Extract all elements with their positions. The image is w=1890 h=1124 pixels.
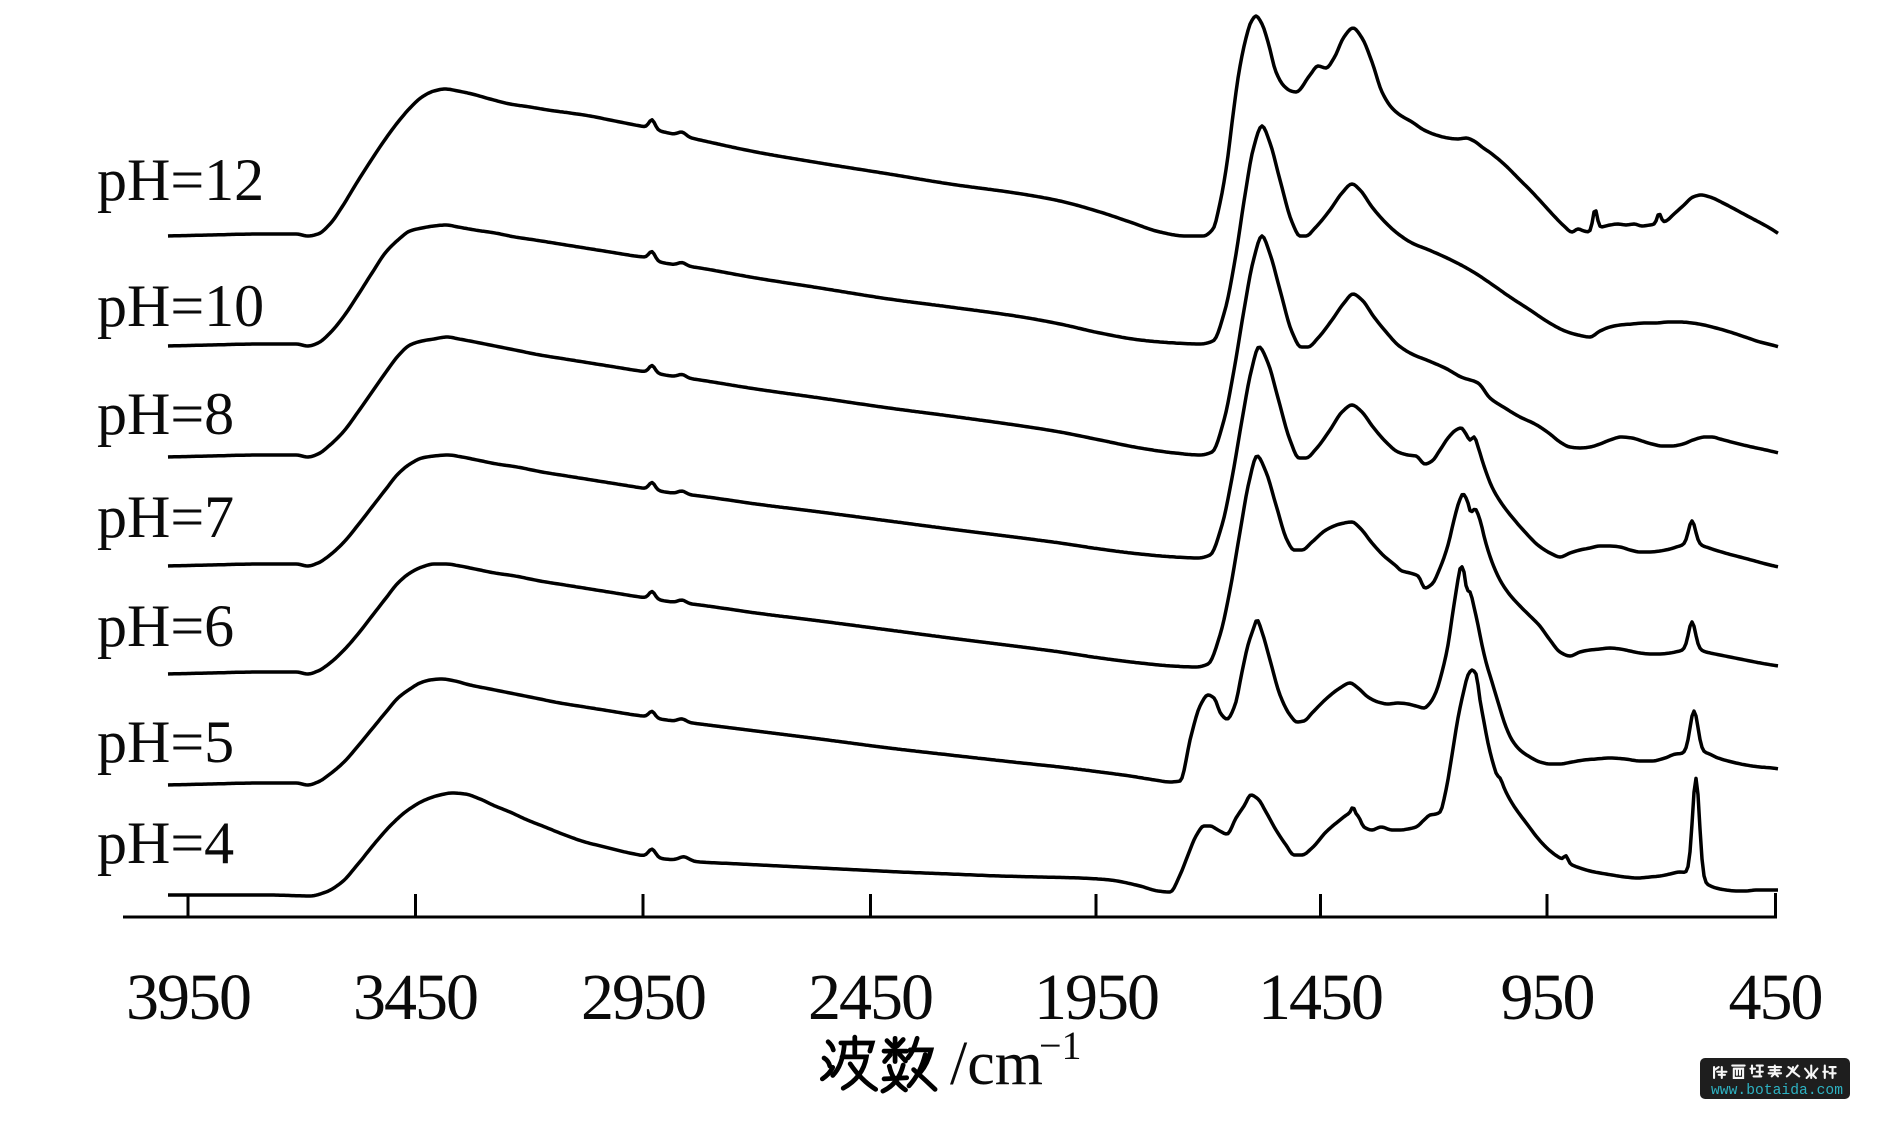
svg-text:450: 450 — [1729, 961, 1822, 1034]
svg-text:1450: 1450 — [1258, 961, 1382, 1034]
svg-text:2950: 2950 — [581, 961, 705, 1034]
svg-text:1950: 1950 — [1034, 961, 1158, 1034]
svg-text:pH=12: pH=12 — [97, 147, 264, 213]
svg-text:pH=7: pH=7 — [97, 484, 234, 550]
svg-text:/cm: /cm — [950, 1030, 1043, 1098]
svg-text:3450: 3450 — [353, 961, 477, 1034]
svg-text:pH=4: pH=4 — [97, 810, 234, 876]
svg-text:pH=5: pH=5 — [97, 709, 234, 775]
svg-text:−1: −1 — [1039, 1023, 1082, 1068]
svg-text:www.botaida.com: www.botaida.com — [1711, 1083, 1843, 1099]
svg-text:950: 950 — [1501, 961, 1594, 1034]
svg-text:3950: 3950 — [126, 961, 250, 1034]
svg-text:pH=6: pH=6 — [97, 593, 234, 659]
svg-text:2450: 2450 — [808, 961, 932, 1034]
svg-text:pH=10: pH=10 — [97, 273, 264, 339]
svg-text:pH=8: pH=8 — [97, 381, 234, 447]
